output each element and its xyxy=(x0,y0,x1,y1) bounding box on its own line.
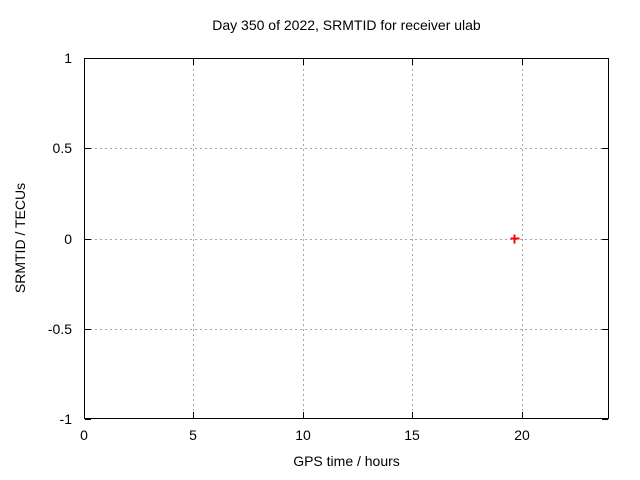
y-tick-mark-left xyxy=(85,239,91,240)
gridline-vertical xyxy=(412,59,413,418)
y-tick-mark-right xyxy=(602,58,608,59)
gridline-horizontal xyxy=(85,329,608,330)
y-tick-label: 0 xyxy=(64,231,72,247)
y-tick-mark-right xyxy=(602,329,608,330)
data-point-marker xyxy=(510,234,520,243)
y-tick-mark-right xyxy=(602,239,608,240)
x-tick-mark-bottom xyxy=(522,412,523,418)
x-tick-label: 0 xyxy=(80,427,88,443)
gridline-vertical xyxy=(193,59,194,418)
y-tick-mark-left xyxy=(85,58,91,59)
x-tick-label: 10 xyxy=(295,427,311,443)
x-tick-mark-bottom xyxy=(84,412,85,418)
y-tick-label: -1 xyxy=(59,411,72,427)
x-tick-mark-top xyxy=(193,59,194,65)
y-tick-label: -0.5 xyxy=(47,321,72,337)
marker-vertical-bar xyxy=(513,234,516,243)
x-axis-label: GPS time / hours xyxy=(293,453,400,469)
y-tick-mark-right xyxy=(602,419,608,420)
x-tick-label: 20 xyxy=(514,427,530,443)
plot-area xyxy=(84,58,609,420)
x-tick-mark-bottom xyxy=(412,412,413,418)
y-tick-mark-left xyxy=(85,329,91,330)
y-tick-mark-left xyxy=(85,419,91,420)
x-tick-label: 15 xyxy=(404,427,420,443)
chart-title: Day 350 of 2022, SRMTID for receiver ula… xyxy=(212,17,481,33)
gridline-horizontal xyxy=(85,148,608,149)
x-tick-mark-top xyxy=(303,59,304,65)
gridline-vertical xyxy=(303,59,304,418)
x-tick-mark-bottom xyxy=(193,412,194,418)
x-tick-label: 5 xyxy=(189,427,197,443)
y-tick-label: 1 xyxy=(64,50,72,66)
x-tick-mark-top xyxy=(522,59,523,65)
x-tick-mark-top xyxy=(84,59,85,65)
x-tick-mark-top xyxy=(412,59,413,65)
y-tick-label: 0.5 xyxy=(52,140,72,156)
y-tick-mark-right xyxy=(602,148,608,149)
gridline-vertical xyxy=(522,59,523,418)
y-tick-mark-left xyxy=(85,148,91,149)
gridline-horizontal xyxy=(85,239,608,240)
x-tick-mark-bottom xyxy=(303,412,304,418)
